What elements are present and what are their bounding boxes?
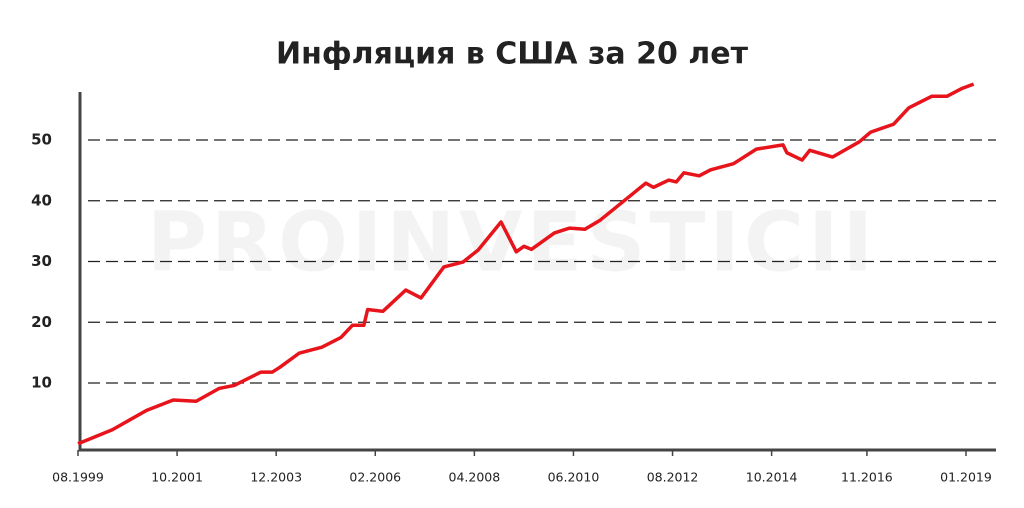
y-tick-label: 50	[31, 131, 52, 149]
x-tick-label: 02.2006	[349, 470, 401, 485]
x-tick-label: 10.2014	[746, 470, 798, 485]
x-tick-label: 08.1999	[52, 470, 104, 485]
chart-title: Инфляция в США за 20 лет	[276, 37, 749, 72]
x-tick-label: 01.2019	[940, 470, 992, 485]
y-tick-label: 40	[31, 191, 52, 209]
x-tick-label: 08.2012	[647, 470, 699, 485]
x-tick-label: 06.2010	[548, 470, 600, 485]
x-tick-label: 10.2001	[151, 470, 203, 485]
line	[77, 82, 975, 446]
y-tick-label: 10	[31, 374, 52, 392]
x-tick-label: 12.2003	[250, 470, 302, 485]
x-tick-label: 04.2008	[449, 470, 501, 485]
y-tick-label: 30	[31, 252, 52, 270]
x-tick-label: 11.2016	[841, 470, 893, 485]
y-tick-label: 20	[31, 313, 52, 331]
